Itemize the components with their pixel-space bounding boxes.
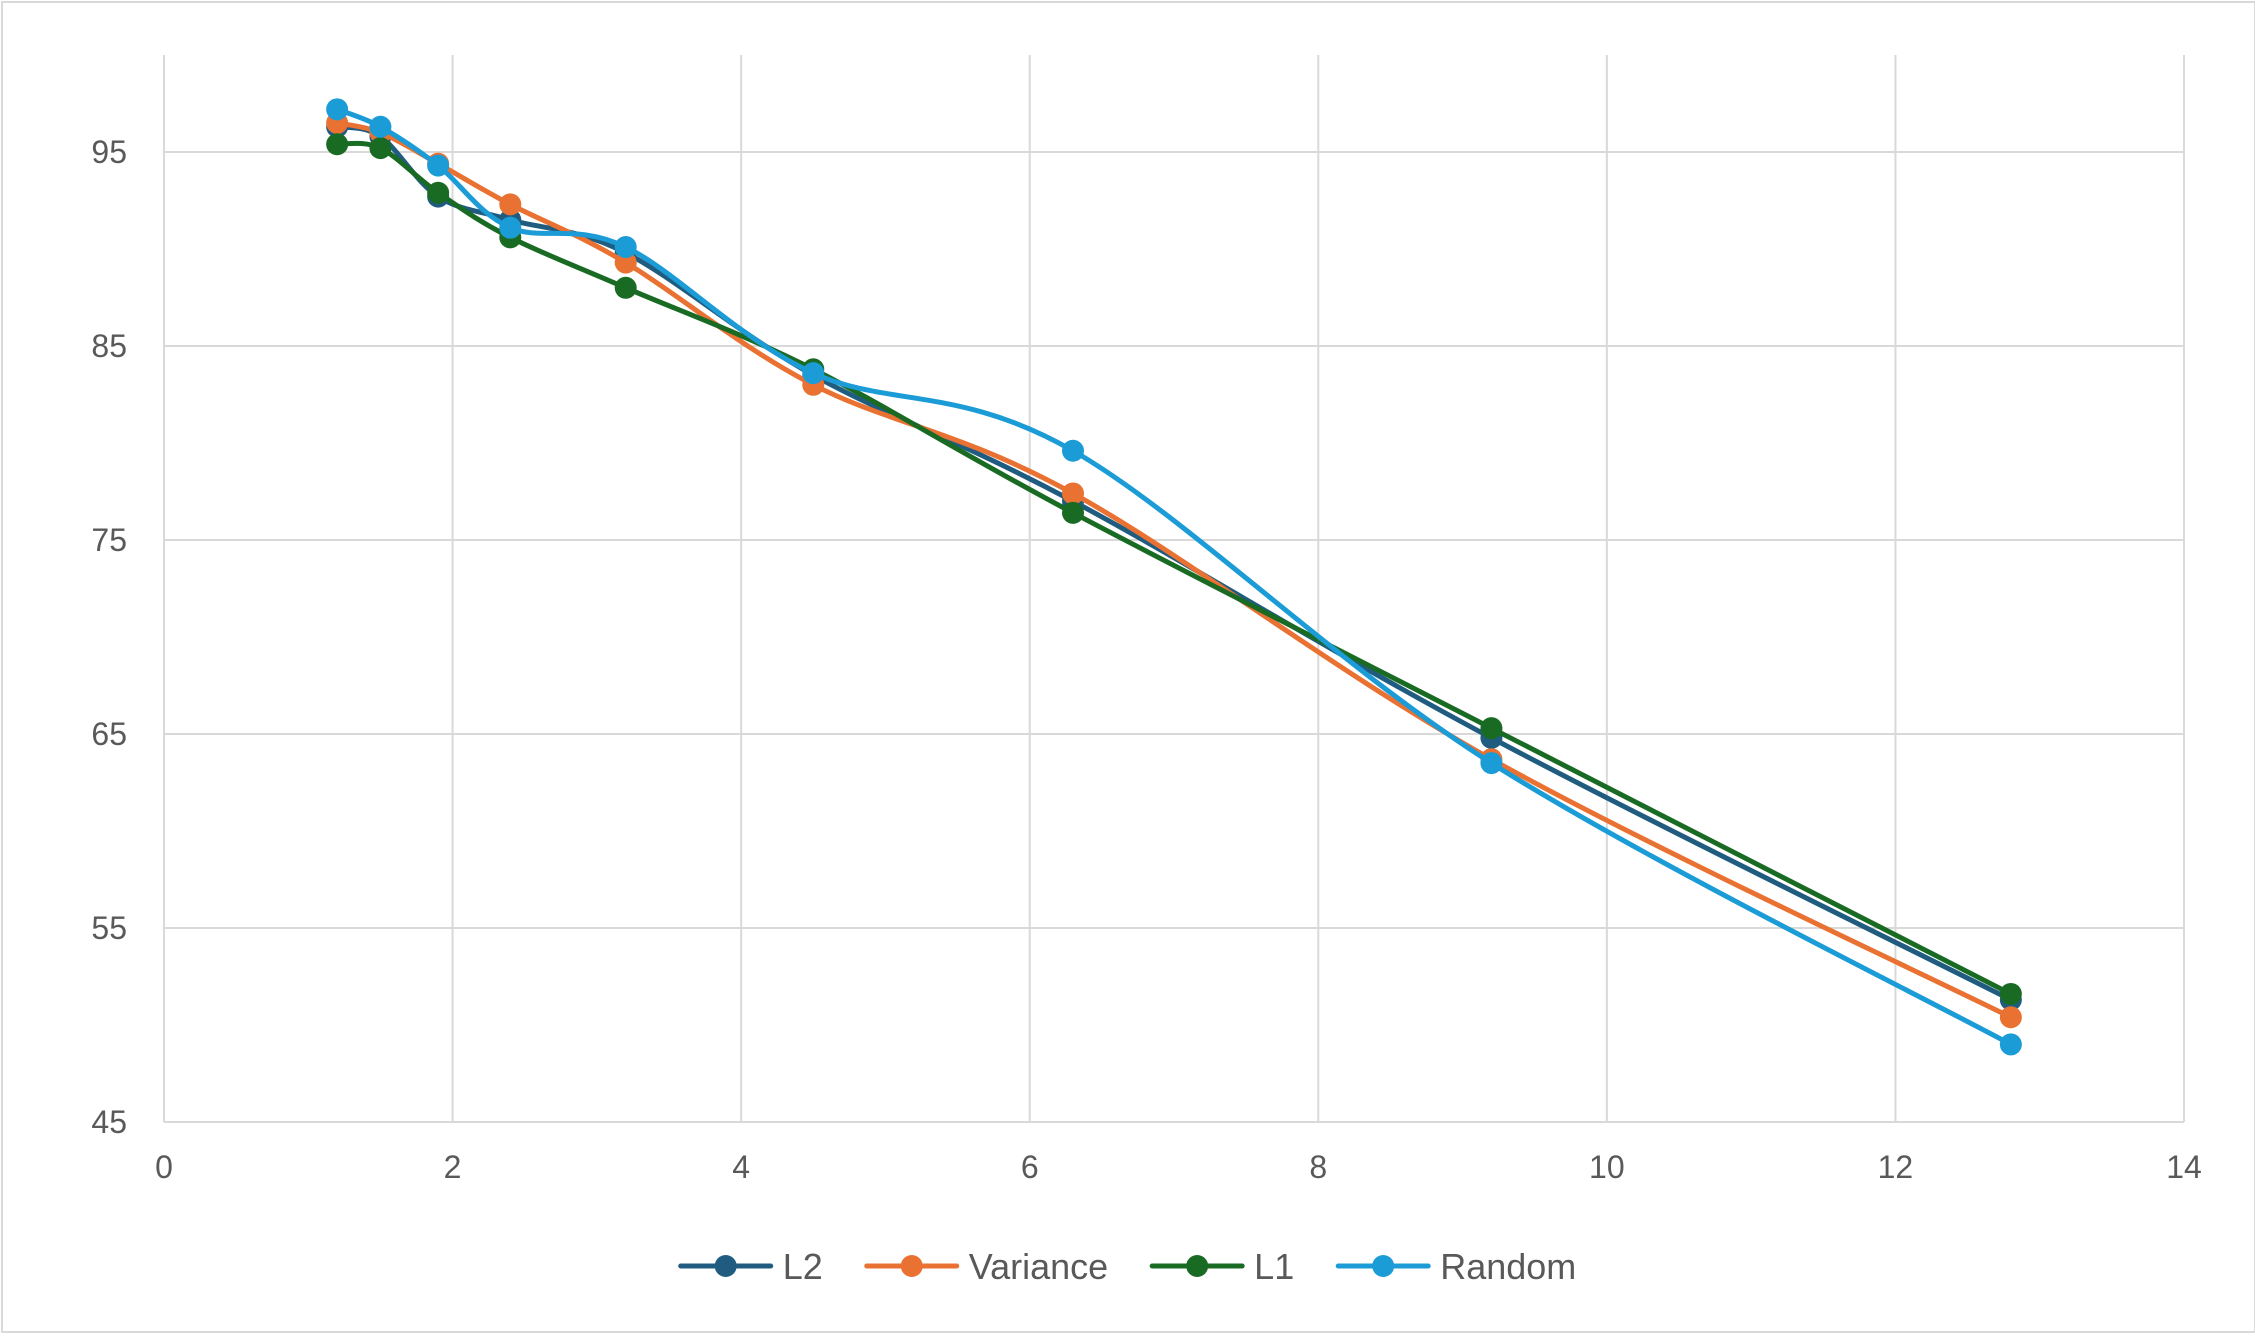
series-line [334,120,2014,1020]
data-point [499,193,522,216]
y-tick-label: 55 [91,910,127,946]
legend-swatch-marker [1186,1255,1209,1277]
data-point [802,362,825,385]
x-tick-label: 4 [732,1149,750,1185]
y-tick-label: 45 [91,1104,127,1140]
x-tick-label: 0 [155,1149,173,1185]
y-tick-label: 85 [91,328,127,364]
data-point [1999,1033,2022,1056]
data-point [326,133,349,156]
legend-swatch-marker [1372,1255,1395,1277]
gridlines [163,55,2185,1123]
legend: L2 Variance L1 Random [678,1246,1576,1287]
legend-label: L1 [1254,1246,1294,1287]
legend-item-variance: Variance [864,1246,1108,1287]
legend-swatch-marker [900,1255,923,1277]
data-point [1062,482,1084,505]
x-tick-label: 10 [1589,1149,1625,1185]
y-tick-label: 75 [91,522,127,558]
data-point [1999,1006,2022,1029]
data-point [1062,501,1084,524]
x-tick-label: 12 [1878,1149,1914,1185]
x-tick-label: 14 [2166,1149,2202,1185]
data-point [614,236,637,259]
data-point [499,216,522,239]
series-line [334,106,2014,1047]
data-point [369,137,392,160]
axis-labels: 0 2 4 6 8 10 12 14 45 55 65 75 85 95 [91,134,2201,1185]
data-point [614,276,637,299]
series-layer [326,98,2022,1056]
legend-item-l2: L2 [678,1246,823,1287]
data-point [326,98,349,121]
data-point [1062,439,1084,462]
legend-item-random: Random [1335,1246,1576,1287]
y-tick-label: 65 [91,716,127,752]
line-chart: 0 2 4 6 8 10 12 14 45 55 65 75 85 95 L2 Variance L1 Rand… [91,55,2202,1287]
x-tick-label: 8 [1309,1149,1327,1185]
data-point [614,251,637,274]
data-point [1480,717,1503,740]
series-line [334,140,2014,997]
legend-item-l1: L1 [1149,1246,1294,1287]
series-random [326,98,2022,1056]
data-point [427,181,450,204]
data-point [1999,982,2022,1005]
y-tick-label: 95 [91,134,127,170]
series-variance [326,111,2022,1029]
data-point [369,115,392,138]
legend-swatch-marker [714,1255,737,1277]
x-tick-label: 6 [1021,1149,1039,1185]
legend-label: L2 [783,1246,823,1287]
legend-label: Random [1440,1246,1576,1287]
series-l1 [326,133,2022,1005]
data-point [1480,752,1503,775]
x-tick-label: 2 [444,1149,462,1185]
legend-label: Variance [969,1246,1108,1287]
data-point [427,154,450,177]
